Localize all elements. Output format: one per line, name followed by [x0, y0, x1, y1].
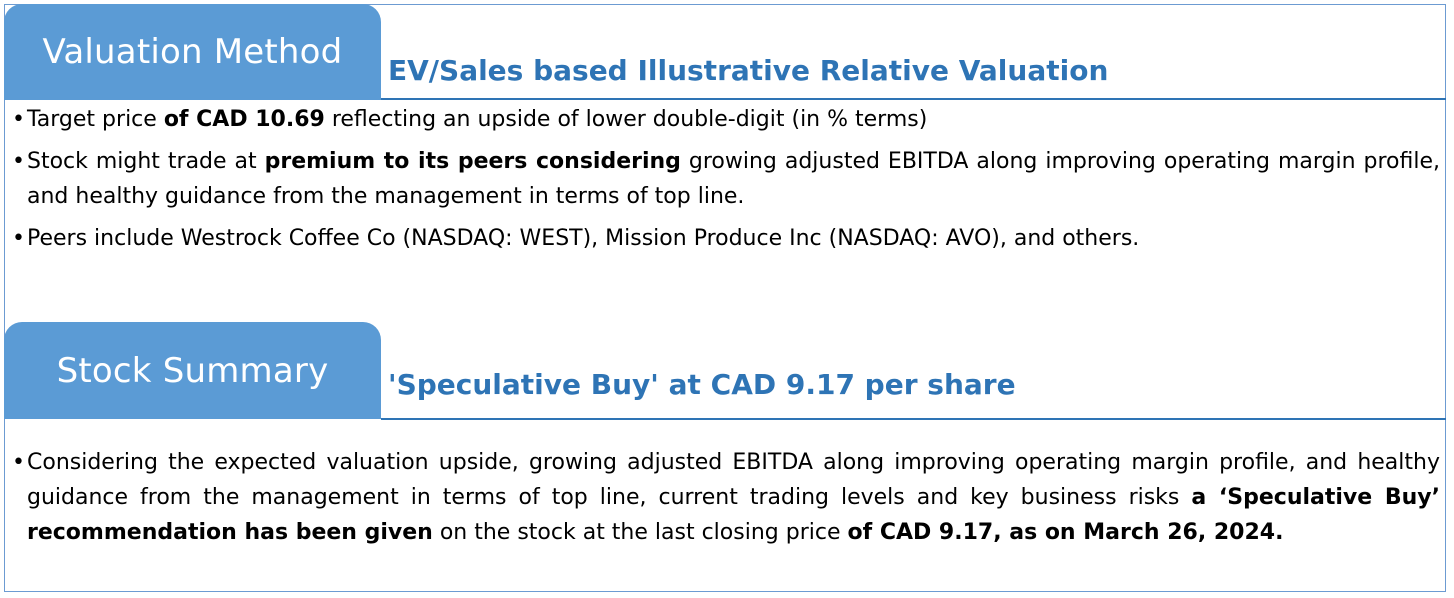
bullet-text-bold: premium to its peers considering [264, 149, 681, 174]
bullet-text-bold: a ‘Speculative Buy’ recommendation has b… [27, 485, 1440, 545]
valuation-method-tab: Valuation Method [4, 4, 381, 100]
content-frame [4, 4, 1446, 592]
bullet-text: Peers include Westrock Coffee Co (NASDAQ… [27, 221, 1440, 256]
valuation-method-tab-title: Valuation Method [42, 32, 343, 72]
bullet-dot: • [12, 149, 25, 174]
bullet-item: • Stock might trade at premium to its pe… [12, 144, 1440, 214]
stock-summary-bullet-list: • Considering the expected valuation ups… [12, 445, 1440, 557]
bullet-text-part: Stock might trade at [27, 149, 265, 174]
bullet-dot: • [12, 450, 25, 475]
bullet-text-part: growing adjusted EBITDA along improving … [27, 149, 1441, 209]
bullet-text-part: Target price [27, 107, 164, 132]
bullet-text: Target price of CAD 10.69 reflecting an … [27, 102, 1440, 137]
bullet-text: Stock might trade at premium to its peer… [27, 144, 1440, 214]
stock-summary-tab-title: Stock Summary [56, 350, 329, 391]
bullet-text-part: Considering the expected valuation upsid… [27, 450, 1440, 510]
bullet-text-part: on the stock at the last closing price [432, 520, 848, 545]
bullet-item: • Considering the expected valuation ups… [12, 445, 1440, 550]
bullet-text-bold: of CAD 9.17, as on March 26, 2024. [847, 520, 1284, 545]
valuation-bullet-list: • Target price of CAD 10.69 reflecting a… [12, 102, 1440, 263]
bullet-item: • Target price of CAD 10.69 reflecting a… [12, 102, 1440, 137]
bullet-text-part: Peers include Westrock Coffee Co (NASDAQ… [27, 226, 1140, 251]
valuation-subtitle: EV/Sales based Illustrative Relative Val… [388, 54, 1109, 87]
bullet-dot: • [12, 226, 25, 251]
stock-summary-subtitle: 'Speculative Buy' at CAD 9.17 per share [388, 368, 1016, 401]
bullet-text: Considering the expected valuation upsid… [27, 445, 1440, 550]
valuation-divider [381, 98, 1446, 100]
bullet-text-bold: of CAD 10.69 [163, 107, 325, 132]
stock-summary-tab: Stock Summary [4, 322, 381, 419]
bullet-dot: • [12, 107, 25, 132]
bullet-text-part: reflecting an upside of lower double-dig… [324, 107, 928, 132]
stock-summary-divider [381, 418, 1446, 420]
bullet-item: • Peers include Westrock Coffee Co (NASD… [12, 221, 1440, 256]
